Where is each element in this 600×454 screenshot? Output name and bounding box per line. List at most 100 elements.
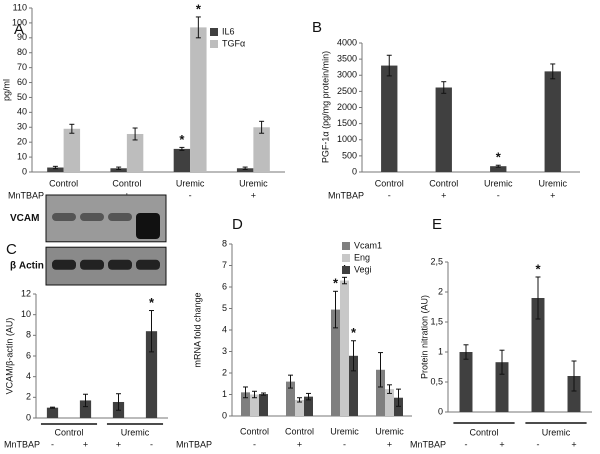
y-tick-label: 30 — [17, 122, 27, 132]
treatment-value: - — [465, 439, 468, 449]
treatment-value: + — [83, 439, 88, 449]
bar — [340, 280, 349, 416]
error-bar — [351, 340, 356, 372]
y-tick-label: 10 — [17, 151, 27, 161]
legend-label: Eng — [354, 252, 370, 262]
treatment-value: + — [251, 190, 256, 200]
y-tick-label: 50 — [17, 92, 27, 102]
treatment-label: MnTBAP — [4, 439, 40, 449]
y-tick-label: 0 — [222, 410, 227, 420]
x-tick-label: Control — [240, 426, 269, 436]
treatment-value: - — [150, 439, 153, 449]
error-bar — [342, 276, 347, 285]
error-bar — [463, 344, 469, 360]
y-tick-label: 1000 — [337, 134, 357, 144]
y-tick-label: 8 — [26, 330, 31, 340]
y-tick-label: 4000 — [337, 37, 357, 47]
bar — [385, 389, 394, 416]
error-bar — [50, 406, 55, 409]
y-tick-label: 1 — [222, 389, 227, 399]
treatment-value: + — [441, 190, 446, 200]
treatment-value: - — [388, 190, 391, 200]
error-bar — [259, 120, 265, 134]
treatment-label: MnTBAP — [8, 190, 44, 200]
x-tick-label: Uremic — [176, 178, 205, 188]
group-label: Control — [469, 427, 498, 437]
bar — [435, 87, 452, 172]
y-tick-label: 2500 — [337, 86, 357, 96]
y-axis-label: VCAM/β-actin (AU) — [4, 318, 14, 395]
y-tick-label: 0,5 — [430, 376, 443, 386]
treatment-value: - — [537, 439, 540, 449]
y-tick-label: 2000 — [337, 102, 357, 112]
y-tick-label: 6 — [26, 350, 31, 360]
error-bar — [396, 388, 401, 407]
treatment-value: + — [499, 439, 504, 449]
error-bar — [179, 146, 185, 151]
error-bar — [149, 310, 154, 353]
bar — [490, 166, 507, 172]
treatment-value: + — [387, 439, 392, 449]
y-axis-label: mRNA fold change — [192, 292, 202, 367]
treatment-value: - — [497, 190, 500, 200]
bar — [349, 355, 358, 416]
bar — [394, 397, 403, 416]
y-tick-label: 3 — [222, 346, 227, 356]
y-tick-label: 3500 — [337, 54, 357, 64]
blot-band — [80, 213, 104, 221]
bar — [250, 394, 259, 416]
y-tick-label: 40 — [17, 107, 27, 117]
y-tick-label: 80 — [17, 47, 27, 57]
x-tick-label: Control — [49, 178, 78, 188]
y-tick-label: 5 — [222, 303, 227, 313]
bar — [79, 400, 92, 418]
significance: * — [535, 261, 541, 276]
y-tick-label: 70 — [17, 62, 27, 72]
significance: * — [179, 132, 185, 147]
y-tick-label: 0 — [438, 406, 443, 416]
y-axis-label: pg/ml — [1, 79, 11, 101]
y-tick-label: 1 — [438, 346, 443, 356]
bar — [145, 331, 158, 418]
blot-band — [80, 259, 104, 270]
y-tick-label: 12 — [21, 288, 31, 298]
y-tick-label: 500 — [342, 150, 357, 160]
bar — [376, 369, 385, 416]
legend-swatch — [210, 28, 218, 36]
y-tick-label: 2,5 — [430, 256, 443, 266]
blot-band — [52, 213, 76, 221]
treatment-value: - — [253, 439, 256, 449]
significance: * — [351, 325, 357, 340]
bar — [531, 298, 545, 412]
group-label: Uremic — [542, 427, 571, 437]
y-tick-label: 90 — [17, 32, 27, 42]
x-tick-label: Control — [429, 178, 458, 188]
y-tick-label: 6 — [222, 281, 227, 291]
treatment-value: - — [343, 439, 346, 449]
y-tick-label: 4 — [26, 371, 31, 381]
y-tick-label: 2 — [222, 367, 227, 377]
legend-label: TGFα — [222, 38, 245, 48]
y-tick-label: 4 — [222, 324, 227, 334]
bar — [259, 394, 268, 416]
error-bar — [550, 63, 556, 80]
error-bar — [132, 127, 138, 141]
y-tick-label: 60 — [17, 77, 27, 87]
y-tick-label: 110 — [13, 2, 27, 12]
x-tick-label: Uremic — [539, 178, 568, 188]
x-tick-label: Uremic — [484, 178, 513, 188]
y-tick-label: 1,5 — [430, 316, 443, 326]
bar — [47, 167, 64, 172]
treatment-label: MnTBAP — [410, 439, 446, 449]
bar — [286, 381, 295, 416]
blot-band — [136, 259, 160, 270]
panel-letter: A — [14, 21, 24, 38]
x-tick-label: Uremic — [375, 426, 404, 436]
error-bar — [306, 392, 311, 401]
y-tick-label: 1500 — [337, 118, 357, 128]
error-bar — [252, 390, 257, 399]
y-axis-label: PGF-1α (pg/mg protein/min) — [320, 51, 330, 163]
error-bar — [83, 393, 88, 408]
error-bar — [195, 16, 201, 39]
